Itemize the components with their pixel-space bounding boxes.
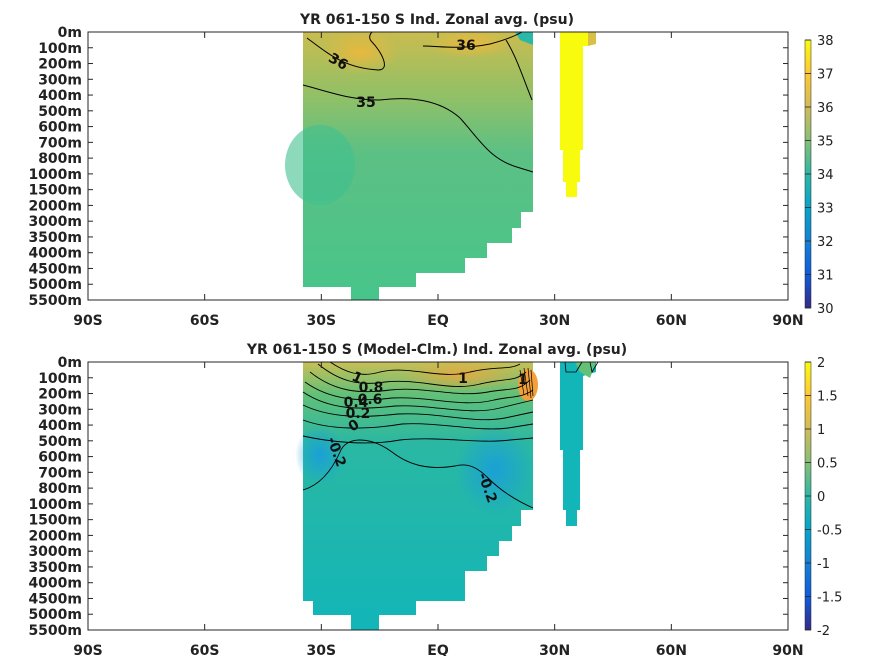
panel-bottom-x-ticks: 90S 60S 30S EQ 30N 60N 90N xyxy=(73,362,804,656)
y-tick-label: 600m xyxy=(38,450,82,466)
y-tick-label: 1500m xyxy=(28,183,82,199)
y-tick-label: 1000m xyxy=(28,167,82,183)
y-tick-label: 4500m xyxy=(28,261,82,277)
y-tick-label: 3000m xyxy=(28,544,82,560)
y-tick-label: 600m xyxy=(38,120,82,136)
x-tick-label: 60S xyxy=(190,643,220,656)
panel-bottom-field xyxy=(295,359,596,630)
y-tick-label: 3500m xyxy=(28,230,82,246)
y-tick-label: 5000m xyxy=(28,607,82,623)
y-tick-label: 5500m xyxy=(28,293,82,309)
x-tick-label: EQ xyxy=(427,643,449,656)
y-tick-label: 500m xyxy=(38,434,82,450)
panel-bottom-title: YR 061-150 S (Model-Clm.) Ind. Zonal avg… xyxy=(246,342,627,358)
y-tick-label: 400m xyxy=(38,88,82,104)
y-tick-label: 500m xyxy=(38,104,82,120)
x-tick-label: 30S xyxy=(307,313,337,329)
x-tick-label: 60N xyxy=(656,643,687,656)
y-tick-label: 3000m xyxy=(28,214,82,230)
y-tick-label: 200m xyxy=(38,57,82,73)
x-tick-label: 90S xyxy=(73,313,103,329)
y-tick-label: 0m xyxy=(58,25,82,41)
colorbar-tick-label: 32 xyxy=(817,235,834,250)
panel-bottom: YR 061-150 S (Model-Clm.) Ind. Zonal avg… xyxy=(28,342,842,656)
colorbar-tick-label: 30 xyxy=(817,302,834,317)
y-tick-label: 700m xyxy=(38,135,82,151)
y-tick-label: 0m xyxy=(58,355,82,371)
x-tick-label: 90N xyxy=(772,643,803,656)
colorbar-tick-label: -1 xyxy=(817,557,830,572)
panel-top-y-ticks: 0m100m200m300m400m500m600m700m800m1000m1… xyxy=(28,25,788,309)
panel-bottom-contours xyxy=(302,361,599,509)
x-tick-label: 60N xyxy=(656,313,687,329)
colorbar-tick-label: 0 xyxy=(817,490,825,505)
panel-top-field xyxy=(285,30,596,300)
svg-text:0.8: 0.8 xyxy=(359,380,384,396)
colorbar-tick-label: 36 xyxy=(817,101,834,116)
panel-top: YR 061-150 S Ind. Zonal avg. (psu) 36 36… xyxy=(28,12,833,329)
panel-bottom-y-ticks: 0m100m200m300m400m500m600m700m800m1000m1… xyxy=(28,355,788,639)
y-tick-label: 2000m xyxy=(28,528,82,544)
colorbar-tick-label: 38 xyxy=(817,34,834,49)
x-tick-label: 90S xyxy=(73,643,103,656)
y-tick-label: 800m xyxy=(38,151,82,167)
panel-bottom-colorbar-ticks: 2 1.5 1 0.5 0 -0.5 -1 -1.5 -2 xyxy=(805,356,842,639)
x-tick-label: 30S xyxy=(307,643,337,656)
panel-top-title: YR 061-150 S Ind. Zonal avg. (psu) xyxy=(299,12,574,28)
svg-text:36: 36 xyxy=(456,38,475,54)
colorbar-tick-label: -2 xyxy=(817,624,830,639)
panel-top-x-ticks: 90S 60S 30S EQ 30N 60N 90N xyxy=(73,32,804,329)
svg-text:0.4: 0.4 xyxy=(344,395,369,411)
y-tick-label: 100m xyxy=(38,41,82,57)
y-tick-label: 2000m xyxy=(28,198,82,214)
svg-text:1: 1 xyxy=(518,372,528,388)
y-tick-label: 300m xyxy=(38,402,82,418)
colorbar-tick-label: 2 xyxy=(817,356,825,371)
panel-top-colorbar-ticks: 38 37 36 35 34 33 32 31 30 xyxy=(805,34,834,317)
y-tick-label: 200m xyxy=(38,387,82,403)
colorbar-tick-label: -1.5 xyxy=(817,591,842,606)
y-tick-label: 1500m xyxy=(28,513,82,529)
x-tick-label: 60S xyxy=(190,313,220,329)
svg-text:0.6: 0.6 xyxy=(358,392,383,408)
y-tick-label: 400m xyxy=(38,418,82,434)
colorbar-tick-label: 31 xyxy=(817,269,834,284)
x-tick-label: 90N xyxy=(772,313,803,329)
panel-top-contours xyxy=(302,31,534,173)
y-tick-label: 800m xyxy=(38,481,82,497)
svg-text:1: 1 xyxy=(458,371,468,387)
y-tick-label: 100m xyxy=(38,371,82,387)
colorbar-tick-label: 1 xyxy=(817,423,825,438)
colorbar-tick-label: 33 xyxy=(817,202,834,217)
svg-text:0.2: 0.2 xyxy=(346,406,371,422)
colorbar-tick-label: 35 xyxy=(817,135,834,150)
colorbar-tick-label: 34 xyxy=(817,168,834,183)
x-tick-label: 30N xyxy=(539,643,570,656)
y-tick-label: 4500m xyxy=(28,591,82,607)
colorbar-tick-label: 37 xyxy=(817,68,834,83)
colorbar-tick-label: -0.5 xyxy=(817,524,842,539)
y-tick-label: 700m xyxy=(38,465,82,481)
colorbar-tick-label: 1.5 xyxy=(817,390,838,405)
y-tick-label: 5000m xyxy=(28,277,82,293)
svg-text:35: 35 xyxy=(356,95,375,111)
colorbar-tick-label: 0.5 xyxy=(817,457,838,472)
y-tick-label: 3500m xyxy=(28,560,82,576)
y-tick-label: 1000m xyxy=(28,497,82,513)
y-tick-label: 5500m xyxy=(28,623,82,639)
x-tick-label: 30N xyxy=(539,313,570,329)
y-tick-label: 4000m xyxy=(28,576,82,592)
y-tick-label: 4000m xyxy=(28,246,82,262)
x-tick-label: EQ xyxy=(427,313,449,329)
y-tick-label: 300m xyxy=(38,72,82,88)
